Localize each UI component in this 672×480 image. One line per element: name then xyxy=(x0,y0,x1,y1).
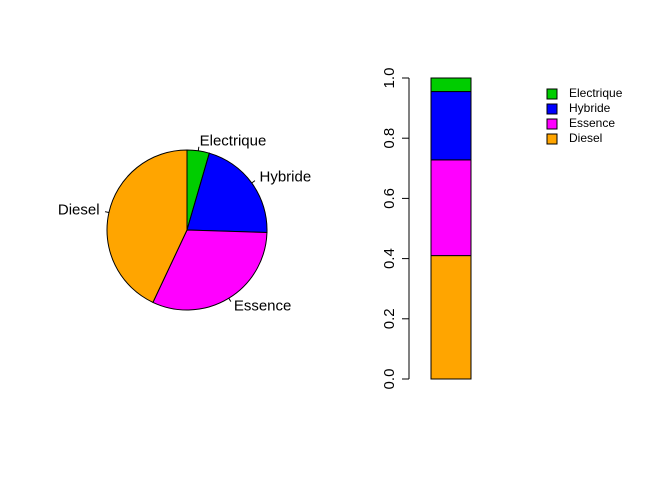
pie-chart: Electrique Hybride Essence Diesel xyxy=(58,132,311,314)
y-tick-label-0-2: 0.2 xyxy=(381,308,398,329)
y-tick-label-0-6: 0.6 xyxy=(381,188,398,209)
legend-swatch-electrique xyxy=(546,88,558,100)
pie-label-electrique: Electrique xyxy=(200,132,267,149)
y-tick-label-0-4: 0.4 xyxy=(381,248,398,269)
stacked-bar-chart: 0.0 0.2 0.4 0.6 0.8 1.0 xyxy=(381,68,472,390)
y-tick-label-0-8: 0.8 xyxy=(381,128,398,149)
bar-segment-hybride xyxy=(430,91,472,161)
pie-label-line-diesel xyxy=(104,211,110,214)
pie-label-essence: Essence xyxy=(234,297,292,314)
pie-slice-hybride xyxy=(186,152,268,234)
pie-label-hybride: Hybride xyxy=(259,168,311,185)
bar-segment-electrique xyxy=(430,77,472,93)
pie-label-line-electrique xyxy=(197,146,200,151)
y-tick-label-1-0: 1.0 xyxy=(381,68,398,89)
pie-label-line-essence xyxy=(228,297,232,302)
bar-segment-diesel xyxy=(430,255,472,380)
legend-swatch-diesel xyxy=(546,133,558,145)
bar-segment-essence xyxy=(430,159,472,257)
legend-label-essence: Essence xyxy=(569,116,615,130)
pie-label-diesel: Diesel xyxy=(58,201,100,218)
legend-swatch-essence xyxy=(546,118,558,130)
legend-swatch-hybride xyxy=(546,103,558,115)
y-tick-label-0-0: 0.0 xyxy=(381,369,398,390)
pie-label-line-hybride xyxy=(251,180,256,184)
legend-label-hybride: Hybride xyxy=(569,101,611,115)
legend-label-electrique: Electrique xyxy=(569,86,623,100)
legend-label-diesel: Diesel xyxy=(569,131,602,145)
